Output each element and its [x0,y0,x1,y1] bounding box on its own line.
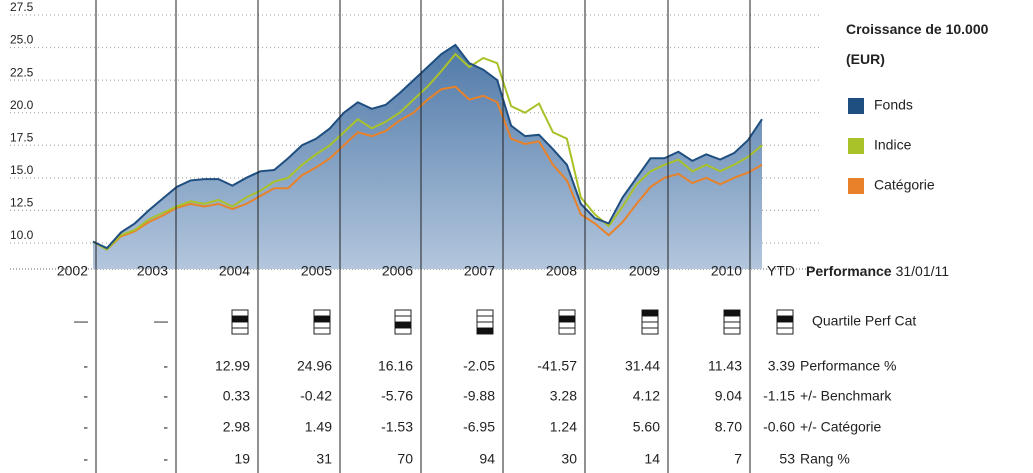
table-cell: 3.39 [768,358,795,374]
row-label: +/- Benchmark [800,388,892,404]
table-cell: 4.12 [633,388,660,404]
table-cell: -1.15 [763,388,795,404]
column-header: YTD [767,263,795,279]
line [92,52,763,251]
table-cell: - [83,419,88,435]
quartile-band [314,316,330,322]
table-cell: 31.44 [625,358,660,374]
column-header: 2002 [57,263,88,279]
table-cell: -5.76 [381,388,413,404]
line [92,85,763,251]
column-header: 2003 [137,263,168,279]
column-header: 2005 [301,263,332,279]
table-cell: 70 [397,451,413,467]
legend-label: Fonds [874,97,913,113]
table-cell: 31 [316,451,332,467]
table-cell: 94 [479,451,495,467]
row-label: +/- Catégorie [800,419,882,435]
line [92,43,763,250]
table-cell: -9.88 [463,388,495,404]
row-label: Quartile Perf Cat [812,313,916,329]
legend-swatch [848,138,864,154]
table-cell: -6.95 [463,419,495,435]
table-cell: 53 [779,451,795,467]
area [93,44,762,270]
quartile-band [642,310,658,316]
y-tick-label: 15.0 [10,163,34,177]
table-cell: -2.05 [463,358,495,374]
table-cell: 9.04 [715,388,742,404]
table-cell: 14 [644,451,660,467]
y-tick-label: 22.5 [10,65,34,79]
y-tick-label: 25.0 [10,33,34,47]
legend-title: Croissance de 10.000 (EUR) [846,21,989,67]
column-header: 2004 [219,263,250,279]
legend-label: Indice [874,137,912,153]
y-tick-label: 17.5 [10,130,34,144]
quartile-band [724,310,740,316]
row-label: Rang % [800,451,850,467]
table-cell: 7 [734,451,742,467]
y-tick-label: 10.0 [10,228,34,242]
table-cell: 1.49 [305,419,332,435]
table-cell: 1.24 [550,419,577,435]
table-cell: -0.42 [300,388,332,404]
table-cell: 5.60 [633,419,660,435]
table-cell: 3.28 [550,388,577,404]
quartile-cell: — [74,313,88,329]
y-tick-label: 12.5 [10,196,34,210]
table-cell: - [163,451,168,467]
table-cell: - [163,358,168,374]
quartile-band [477,328,493,334]
table-cell: 11.43 [708,358,742,374]
table-cell: 0.33 [223,388,250,404]
y-tick-label: 27.5 [10,0,34,14]
table-cell: 12.99 [215,358,250,374]
legend-swatch [848,178,864,194]
row-label: Performance % [800,358,896,374]
quartile-band [232,316,248,322]
header-performance: Performance [806,263,892,279]
table-cell: - [83,388,88,404]
legend-label: Catégorie [874,177,935,193]
table-cell: -41.57 [537,358,577,374]
legend-swatch [848,98,864,114]
table-cell: 8.70 [715,419,742,435]
quartile-band [559,316,575,322]
table-cell: - [163,388,168,404]
y-tick-label: 20.0 [10,98,34,112]
quartile-band [777,316,793,322]
table-cell: - [163,419,168,435]
table-cell: 19 [234,451,250,467]
header-date: 31/01/11 [896,263,950,279]
column-header: 2006 [382,263,413,279]
quartile-band [395,322,411,328]
table-cell: 30 [561,451,577,467]
column-header: 2009 [629,263,660,279]
table-cell: -1.53 [381,419,413,435]
table-cell: -0.60 [763,419,795,435]
table-cell: 16.16 [378,358,413,374]
quartile-cell: — [154,313,168,329]
column-header: 2008 [546,263,577,279]
table-cell: - [83,358,88,374]
header-label: Performance 31/01/11 [806,263,949,279]
column-header: 2010 [711,263,742,279]
table-cell: - [83,451,88,467]
table-cell: 24.96 [297,358,332,374]
column-header: 2007 [464,263,495,279]
table-cell: 2.98 [223,419,250,435]
